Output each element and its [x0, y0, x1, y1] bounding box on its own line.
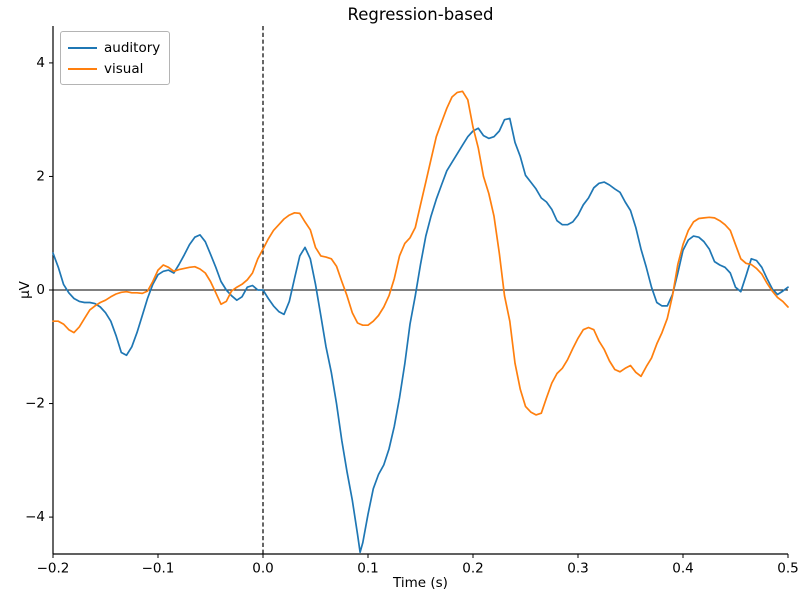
y-tick-label: −4: [25, 509, 45, 525]
visual-line: [52, 90, 789, 416]
legend-item-visual: visual: [68, 58, 160, 79]
y-tick-label: −2: [25, 396, 45, 412]
x-tick-label: 0.0: [252, 561, 273, 577]
y-tick-label: 2: [36, 168, 45, 184]
x-tick-label: 0.4: [672, 561, 693, 577]
legend-label-auditory: auditory: [104, 39, 161, 56]
chart-title: Regression-based: [347, 5, 494, 24]
visual-line-swatch: [68, 67, 97, 70]
x-tick-label: 0.5: [777, 561, 798, 577]
x-tick-label: 0.3: [567, 561, 588, 577]
x-tick-label: −0.1: [142, 561, 175, 577]
x-axis-label: Time (s): [393, 575, 448, 591]
y-tick-label: 0: [36, 282, 45, 298]
legend-item-auditory: auditory: [68, 37, 160, 58]
x-tick-label: −0.2: [37, 561, 70, 577]
y-axis-label: µV: [17, 281, 33, 299]
auditory-line-swatch: [68, 46, 97, 49]
x-tick-label: 0.2: [462, 561, 483, 577]
legend-label-visual: visual: [104, 60, 144, 77]
auditory-line: [52, 117, 789, 554]
x-tick-label: 0.1: [357, 561, 378, 577]
y-tick-label: 4: [36, 55, 45, 71]
legend: auditory visual: [60, 31, 171, 85]
